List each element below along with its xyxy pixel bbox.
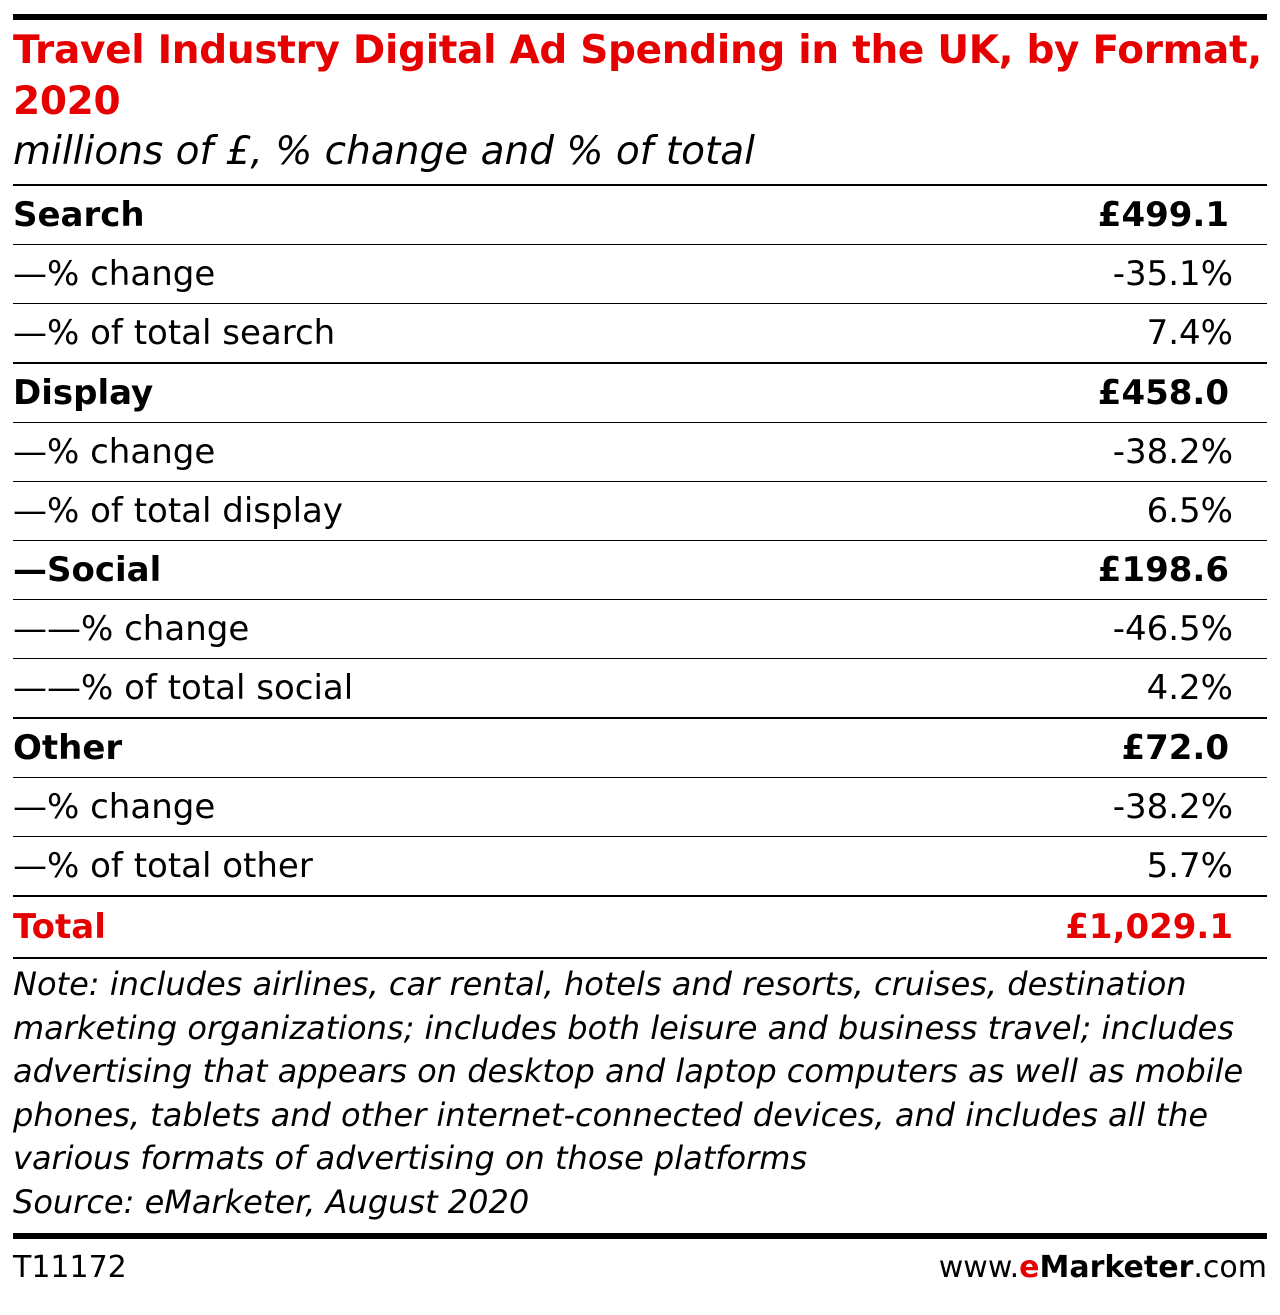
table-row: —% of total display 6.5% bbox=[13, 482, 1267, 541]
brand-e: e bbox=[1019, 1249, 1040, 1285]
table-row: —% change -35.1% bbox=[13, 245, 1267, 304]
chart-container: Travel Industry Digital Ad Spending in t… bbox=[13, 14, 1267, 1289]
row-value: 4.2% bbox=[1146, 668, 1233, 708]
row-value: £72.0 bbox=[1121, 728, 1229, 768]
row-label: —% of total display bbox=[13, 491, 343, 531]
top-rule bbox=[13, 14, 1267, 20]
row-label: —% of total other bbox=[13, 846, 313, 886]
brand-suffix: .com bbox=[1193, 1249, 1267, 1285]
row-value: 6.5% bbox=[1146, 491, 1233, 531]
row-label: Search bbox=[13, 195, 145, 235]
table-row: ——% of total social 4.2% bbox=[13, 659, 1267, 719]
row-label: —% change bbox=[13, 254, 216, 294]
row-label: —Social bbox=[13, 550, 162, 590]
table-row-category: Search £499.1 bbox=[13, 186, 1267, 245]
note-text: Note: includes airlines, car rental, hot… bbox=[13, 965, 1244, 1177]
row-value: -38.2% bbox=[1112, 432, 1233, 472]
emarketer-logo[interactable]: www.eMarketer.com bbox=[939, 1250, 1267, 1285]
row-label: Other bbox=[13, 728, 123, 768]
source-text: Source: eMarketer, August 2020 bbox=[13, 1182, 530, 1221]
row-value: 7.4% bbox=[1146, 313, 1233, 353]
row-value: 5.7% bbox=[1146, 846, 1233, 886]
row-label: Display bbox=[13, 373, 154, 413]
chart-subtitle: millions of £, % change and % of total bbox=[13, 129, 755, 174]
row-label: —% change bbox=[13, 432, 216, 472]
brand-name: Marketer bbox=[1039, 1249, 1194, 1285]
bottom-rule bbox=[13, 1233, 1267, 1239]
table-row: ——% change -46.5% bbox=[13, 600, 1267, 659]
table-row: —% change -38.2% bbox=[13, 423, 1267, 482]
row-value: £499.1 bbox=[1097, 195, 1229, 235]
total-label: Total bbox=[13, 907, 106, 947]
total-value: £1,029.1 bbox=[1065, 907, 1233, 947]
table-row-category: Display £458.0 bbox=[13, 364, 1267, 423]
table-row-category: —Social £198.6 bbox=[13, 541, 1267, 600]
table-row: —% of total other 5.7% bbox=[13, 837, 1267, 897]
row-value: £458.0 bbox=[1097, 373, 1229, 413]
row-label: —% of total search bbox=[13, 313, 336, 353]
table-row-category: Other £72.0 bbox=[13, 719, 1267, 778]
table-row-total: Total £1,029.1 bbox=[13, 897, 1267, 959]
footer: T11172 www.eMarketer.com bbox=[13, 1245, 1267, 1289]
row-value: -35.1% bbox=[1112, 254, 1233, 294]
row-value: -46.5% bbox=[1112, 609, 1233, 649]
chart-note: Note: includes airlines, car rental, hot… bbox=[13, 963, 1267, 1224]
chart-id: T11172 bbox=[13, 1249, 127, 1285]
brand-prefix: www. bbox=[938, 1249, 1020, 1285]
table-row: —% of total search 7.4% bbox=[13, 304, 1267, 364]
row-label: —% change bbox=[13, 787, 216, 827]
row-label: ——% of total social bbox=[13, 668, 354, 708]
chart-title: Travel Industry Digital Ad Spending in t… bbox=[13, 28, 1262, 124]
table-row: —% change -38.2% bbox=[13, 778, 1267, 837]
row-label: ——% change bbox=[13, 609, 250, 649]
data-table: Search £499.1 —% change -35.1% —% of total s… bbox=[13, 184, 1267, 959]
row-value: -38.2% bbox=[1112, 787, 1233, 827]
row-value: £198.6 bbox=[1097, 550, 1229, 590]
